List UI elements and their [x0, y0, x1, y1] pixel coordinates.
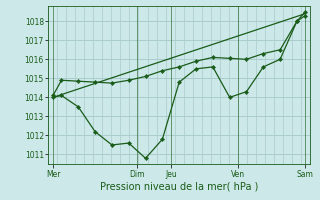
X-axis label: Pression niveau de la mer( hPa ): Pression niveau de la mer( hPa )	[100, 181, 258, 191]
